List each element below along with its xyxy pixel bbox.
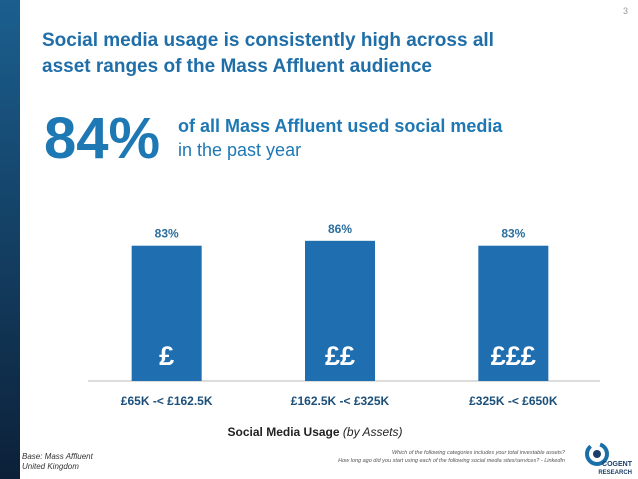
value-label: 83% — [155, 227, 179, 241]
x-tick-label: £65K -< £162.5K — [121, 394, 213, 408]
footer-base: Base: Mass Affluent — [22, 452, 94, 461]
logo-text: RESEARCH — [598, 470, 632, 476]
value-label: 83% — [501, 227, 525, 241]
bar-symbol: £ — [159, 341, 174, 371]
bar — [478, 245, 549, 381]
headline-number: 84% — [44, 106, 160, 171]
bar-symbol: £££ — [491, 341, 536, 371]
headline-text: of all Mass Affluent used social media — [178, 116, 503, 136]
value-label: 86% — [328, 222, 352, 236]
bar — [305, 240, 375, 381]
side-strip — [0, 0, 20, 479]
page-number: 3 — [623, 6, 628, 16]
logo-core — [593, 450, 601, 458]
logo: COGENT RESEARCH — [585, 442, 633, 476]
title-line: asset ranges of the Mass Affluent audien… — [42, 56, 432, 77]
x-tick-label: £325K -< £650K — [469, 394, 558, 408]
x-tick-label: £162.5K -< £325K — [291, 394, 390, 408]
headline-text: in the past year — [178, 140, 301, 160]
logo-swirl — [585, 442, 609, 466]
x-axis-title-note: (by Assets) — [343, 425, 403, 439]
x-axis-title-main: Social Media Usage — [228, 425, 340, 439]
footer-question: Which of the following categories includ… — [392, 450, 566, 456]
bar-symbol: ££ — [325, 341, 355, 371]
bar — [131, 245, 202, 381]
title-line: Social media usage is consistently high … — [42, 30, 494, 51]
footer-question: How long ago did you start using each of… — [338, 458, 565, 464]
x-axis-title: Social Media Usage (by Assets) — [228, 425, 403, 439]
footer-base: United Kingdom — [22, 462, 79, 471]
logo-text: COGENT — [602, 461, 633, 468]
